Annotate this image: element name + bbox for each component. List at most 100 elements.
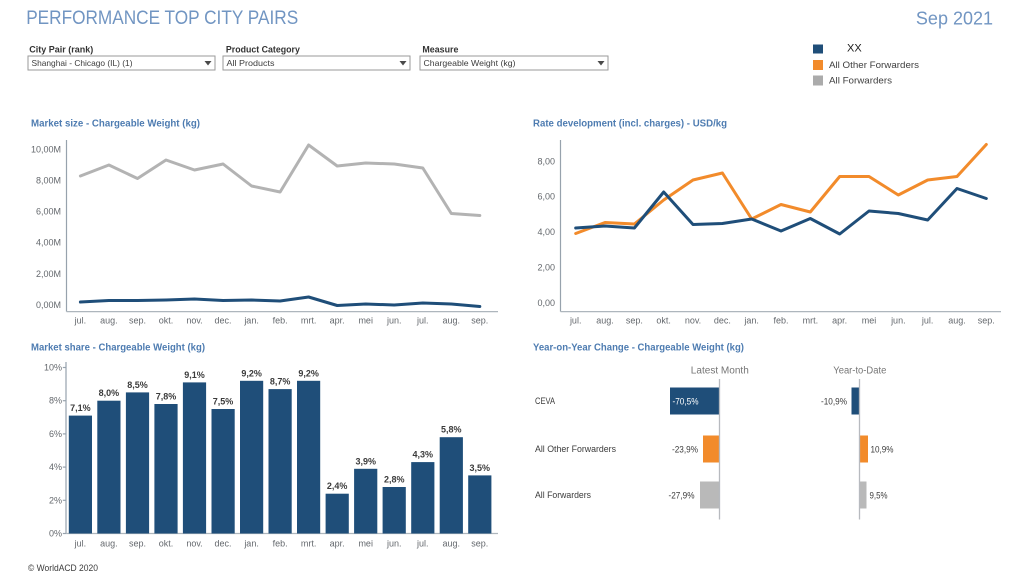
svg-text:9,5%: 9,5%	[870, 490, 888, 501]
svg-text:9,2%: 9,2%	[298, 368, 319, 378]
svg-text:jan.: jan.	[243, 316, 259, 326]
svg-text:apr.: apr.	[832, 316, 847, 326]
svg-text:9,2%: 9,2%	[241, 368, 262, 378]
svg-text:sep.: sep.	[626, 316, 643, 326]
svg-text:City Pair (rank): City Pair (rank)	[29, 45, 93, 55]
svg-text:Market size - Chargeable Weigh: Market size - Chargeable Weight (kg)	[31, 118, 200, 130]
svg-text:Chargeable Weight (kg): Chargeable Weight (kg)	[424, 58, 516, 68]
svg-text:aug.: aug.	[948, 316, 966, 326]
svg-text:jul.: jul.	[569, 316, 582, 326]
svg-text:-70,5%: -70,5%	[673, 396, 699, 407]
svg-text:mrt.: mrt.	[301, 316, 317, 326]
svg-text:0%: 0%	[49, 529, 62, 539]
svg-text:mrt.: mrt.	[301, 539, 317, 549]
svg-text:aug.: aug.	[596, 316, 614, 326]
svg-text:aug.: aug.	[443, 316, 461, 326]
svg-text:Latest Month: Latest Month	[691, 366, 749, 377]
svg-text:dec.: dec.	[215, 316, 232, 326]
svg-text:aug.: aug.	[100, 316, 118, 326]
svg-text:All Forwarders: All Forwarders	[829, 76, 893, 86]
svg-text:6,00: 6,00	[537, 192, 555, 202]
svg-text:jul.: jul.	[416, 539, 429, 549]
svg-text:3,5%: 3,5%	[470, 463, 491, 473]
svg-text:All Forwarders: All Forwarders	[535, 490, 591, 500]
svg-text:jul.: jul.	[74, 539, 87, 549]
svg-text:feb.: feb.	[273, 316, 288, 326]
svg-text:8,7%: 8,7%	[270, 377, 291, 387]
svg-text:2%: 2%	[49, 495, 62, 505]
svg-text:Product Category: Product Category	[226, 45, 300, 55]
svg-text:2,00M: 2,00M	[36, 269, 61, 279]
svg-text:All Other Forwarders: All Other Forwarders	[829, 60, 920, 70]
svg-text:6%: 6%	[49, 429, 62, 439]
svg-text:8,5%: 8,5%	[127, 380, 148, 390]
svg-text:4%: 4%	[49, 462, 62, 472]
svg-text:10%: 10%	[44, 363, 62, 373]
svg-text:jun.: jun.	[386, 316, 402, 326]
svg-text:7,5%: 7,5%	[213, 397, 234, 407]
svg-text:jul.: jul.	[921, 316, 934, 326]
svg-text:mei: mei	[862, 316, 877, 326]
svg-text:jul.: jul.	[416, 316, 429, 326]
svg-text:Measure: Measure	[422, 45, 458, 55]
svg-text:4,3%: 4,3%	[413, 450, 434, 460]
svg-text:2,4%: 2,4%	[327, 481, 348, 491]
svg-text:9,1%: 9,1%	[184, 370, 205, 380]
svg-text:8%: 8%	[49, 396, 62, 406]
svg-text:apr.: apr.	[330, 539, 345, 549]
svg-text:-10,9%: -10,9%	[821, 396, 847, 407]
svg-text:sep.: sep.	[471, 539, 488, 549]
svg-text:2,8%: 2,8%	[384, 475, 405, 485]
svg-text:dec.: dec.	[215, 539, 232, 549]
svg-text:sep.: sep.	[129, 316, 146, 326]
svg-text:nov.: nov.	[685, 316, 701, 326]
svg-text:CEVA: CEVA	[535, 396, 555, 406]
svg-text:Year-to-Date: Year-to-Date	[833, 366, 886, 377]
svg-text:dec.: dec.	[714, 316, 731, 326]
svg-text:10,00M: 10,00M	[31, 144, 61, 154]
svg-text:XX: XX	[847, 43, 862, 55]
svg-text:nov.: nov.	[186, 539, 202, 549]
svg-text:jan.: jan.	[743, 316, 759, 326]
svg-text:mei: mei	[358, 316, 373, 326]
svg-text:aug.: aug.	[443, 539, 461, 549]
svg-text:jul.: jul.	[74, 316, 87, 326]
svg-text:Market share - Chargeable Weig: Market share - Chargeable Weight (kg)	[31, 342, 205, 354]
svg-text:7,1%: 7,1%	[70, 403, 91, 413]
svg-text:nov.: nov.	[186, 316, 202, 326]
svg-text:2,00: 2,00	[537, 263, 555, 273]
svg-text:8,00M: 8,00M	[36, 175, 61, 185]
svg-text:jun.: jun.	[386, 539, 402, 549]
svg-text:apr.: apr.	[330, 316, 345, 326]
svg-text:Year-on-Year Change - Chargeab: Year-on-Year Change - Chargeable Weight …	[533, 342, 744, 354]
svg-text:All Products: All Products	[227, 58, 275, 68]
svg-text:okt.: okt.	[159, 539, 174, 549]
svg-text:8,0%: 8,0%	[99, 388, 120, 398]
svg-text:jun.: jun.	[890, 316, 906, 326]
svg-text:8,00: 8,00	[537, 156, 555, 166]
svg-text:4,00: 4,00	[537, 227, 555, 237]
svg-text:PERFORMANCE TOP CITY PAIRS: PERFORMANCE TOP CITY PAIRS	[26, 7, 298, 29]
svg-text:0,00: 0,00	[537, 298, 555, 308]
svg-text:-27,9%: -27,9%	[669, 490, 695, 501]
svg-text:feb.: feb.	[273, 539, 288, 549]
svg-text:6,00M: 6,00M	[36, 207, 61, 217]
svg-text:3,9%: 3,9%	[355, 456, 376, 466]
svg-text:sep.: sep.	[471, 316, 488, 326]
svg-text:5,8%: 5,8%	[441, 425, 462, 435]
svg-text:sep.: sep.	[978, 316, 995, 326]
svg-text:okt.: okt.	[656, 316, 671, 326]
svg-text:-23,9%: -23,9%	[672, 444, 698, 455]
svg-text:0,00M: 0,00M	[36, 300, 61, 310]
svg-text:mrt.: mrt.	[803, 316, 819, 326]
svg-text:10,9%: 10,9%	[871, 444, 894, 455]
svg-text:7,8%: 7,8%	[156, 392, 177, 402]
svg-text:jan.: jan.	[243, 539, 259, 549]
svg-text:All Other Forwarders: All Other Forwarders	[535, 444, 616, 454]
svg-text:sep.: sep.	[129, 539, 146, 549]
svg-text:okt.: okt.	[159, 316, 174, 326]
svg-text:aug.: aug.	[100, 539, 118, 549]
svg-text:Sep 2021: Sep 2021	[916, 9, 993, 29]
svg-text:© WorldACD 2020: © WorldACD 2020	[28, 563, 98, 573]
svg-text:4,00M: 4,00M	[36, 238, 61, 248]
